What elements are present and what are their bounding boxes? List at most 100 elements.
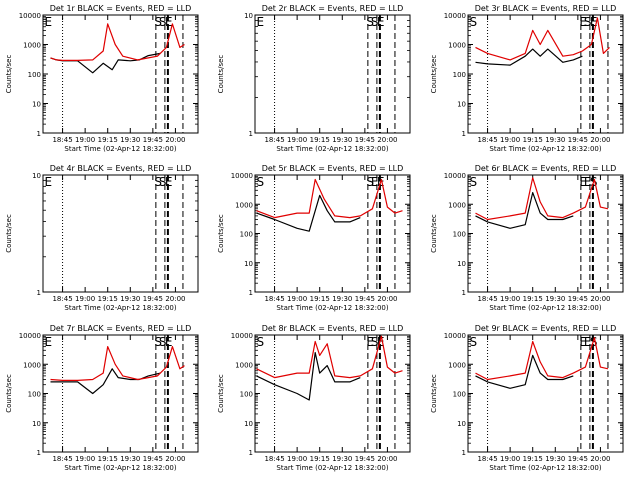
x-tick-label: 20:00 bbox=[377, 455, 397, 463]
y-tick-label: 10 bbox=[457, 420, 466, 428]
y-tick-label: 100 bbox=[453, 231, 466, 239]
y-tick-label: 1000 bbox=[448, 361, 466, 369]
marker-letter: E bbox=[257, 15, 265, 29]
marker-letter: S bbox=[159, 15, 167, 29]
marker-letter: E bbox=[579, 175, 587, 189]
y-tick-label: 10 bbox=[32, 172, 41, 180]
x-tick-label: 19:00 bbox=[500, 136, 520, 144]
panel-title: Det 9r BLACK = Events, RED = LLD bbox=[475, 324, 617, 333]
y-tick-label: 1 bbox=[37, 130, 41, 138]
x-axis-label: Start Time (02-Apr-12 18:32:00) bbox=[276, 464, 388, 472]
y-tick-label: 10 bbox=[457, 260, 466, 268]
marker-letter: E bbox=[45, 175, 53, 189]
x-axis-label: Start Time (02-Apr-12 18:32:00) bbox=[489, 145, 601, 153]
panel-title: Det 3r BLACK = Events, RED = LLD bbox=[475, 4, 617, 13]
x-tick-label: 18:45 bbox=[477, 136, 497, 144]
y-axis-label: Counts/sec bbox=[217, 55, 225, 94]
panel-title: Det 2r BLACK = Events, RED = LLD bbox=[262, 4, 404, 13]
x-tick-label: 19:45 bbox=[568, 136, 588, 144]
marker-letter: S bbox=[584, 15, 592, 29]
events-series-line bbox=[50, 368, 161, 395]
marker-letter: E bbox=[165, 15, 173, 29]
marker-letter: S bbox=[371, 15, 379, 29]
y-tick-label: 10000 bbox=[19, 332, 41, 340]
y-tick-label: 1000 bbox=[448, 42, 466, 50]
x-tick-label: 19:45 bbox=[143, 295, 163, 303]
x-tick-label: 19:00 bbox=[500, 455, 520, 463]
y-axis-label: Counts/sec bbox=[430, 214, 438, 253]
marker-letter: S bbox=[371, 335, 379, 349]
x-tick-label: 19:00 bbox=[287, 455, 307, 463]
x-tick-label: 19:00 bbox=[75, 455, 95, 463]
x-tick-label: 18:45 bbox=[52, 295, 72, 303]
y-tick-label: 100 bbox=[240, 391, 253, 399]
x-tick-label: 19:30 bbox=[332, 455, 352, 463]
x-tick-label: 18:45 bbox=[264, 455, 284, 463]
x-tick-label: 18:45 bbox=[477, 295, 497, 303]
x-tick-label: 19:30 bbox=[120, 136, 140, 144]
detector-panel: Det 4r BLACK = Events, RED = LLD Counts/s… bbox=[5, 164, 199, 312]
y-axis-label: Counts/sec bbox=[5, 55, 13, 94]
x-axis-label: Start Time (02-Apr-12 18:32:00) bbox=[276, 145, 388, 153]
x-tick-label: 20:00 bbox=[590, 455, 610, 463]
y-tick-label: 100 bbox=[453, 71, 466, 79]
marker-letter: E bbox=[377, 15, 385, 29]
y-axis-label: Counts/sec bbox=[217, 374, 225, 413]
marker-letter: S bbox=[366, 175, 374, 189]
y-tick-label: 1000 bbox=[23, 361, 41, 369]
lld-series-line bbox=[256, 335, 403, 379]
panel-title: Det 4r BLACK = Events, RED = LLD bbox=[50, 164, 192, 173]
y-tick-label: 1 bbox=[249, 289, 253, 297]
y-axis-label: Counts/sec bbox=[217, 214, 225, 253]
detector-panel: Det 2r BLACK = Events, RED = LLD Counts/s… bbox=[217, 4, 411, 153]
x-tick-label: 19:45 bbox=[355, 136, 375, 144]
y-tick-label: 10 bbox=[244, 420, 253, 428]
x-tick-label: 19:30 bbox=[120, 295, 140, 303]
x-tick-label: 19:15 bbox=[523, 295, 543, 303]
marker-letter: E bbox=[584, 335, 592, 349]
x-tick-label: 19:00 bbox=[287, 295, 307, 303]
detector-panel: Det 9r BLACK = Events, RED = LLD Counts/s… bbox=[430, 324, 624, 472]
y-tick-label: 100 bbox=[28, 71, 41, 79]
y-axis-label: Counts/sec bbox=[430, 374, 438, 413]
x-tick-label: 19:00 bbox=[75, 136, 95, 144]
x-tick-label: 19:45 bbox=[568, 295, 588, 303]
y-tick-label: 10 bbox=[457, 101, 466, 109]
detector-panel: Det 8r BLACK = Events, RED = LLD Counts/s… bbox=[217, 324, 411, 472]
panel-title: Det 5r BLACK = Events, RED = LLD bbox=[262, 164, 404, 173]
marker-letter: S bbox=[159, 175, 167, 189]
panel-title: Det 1r BLACK = Events, RED = LLD bbox=[50, 4, 192, 13]
x-tick-label: 19:00 bbox=[75, 295, 95, 303]
y-axis-label: Counts/sec bbox=[430, 55, 438, 94]
panel-title: Det 7r BLACK = Events, RED = LLD bbox=[50, 324, 192, 333]
x-tick-label: 19:15 bbox=[310, 455, 330, 463]
marker-letter: E bbox=[165, 175, 173, 189]
lld-series-line bbox=[256, 178, 403, 219]
y-tick-label: 1 bbox=[462, 289, 466, 297]
x-axis-label: Start Time (02-Apr-12 18:32:00) bbox=[489, 464, 601, 472]
detector-panel: Det 5r BLACK = Events, RED = LLD Counts/s… bbox=[217, 164, 411, 312]
plot-frame bbox=[254, 14, 411, 134]
events-series-line bbox=[475, 48, 583, 66]
x-tick-label: 20:00 bbox=[590, 136, 610, 144]
x-tick-label: 20:00 bbox=[165, 295, 185, 303]
events-series-line bbox=[475, 354, 574, 389]
x-tick-label: 19:45 bbox=[143, 136, 163, 144]
lld-series-line bbox=[50, 346, 185, 381]
y-tick-label: 100 bbox=[240, 231, 253, 239]
detector-panel: Det 3r BLACK = Events, RED = LLD Counts/s… bbox=[430, 4, 624, 153]
marker-letter: S bbox=[470, 175, 478, 189]
lld-series-line bbox=[50, 23, 185, 62]
x-tick-label: 20:00 bbox=[165, 455, 185, 463]
events-series-line bbox=[256, 194, 361, 232]
marker-letter: E bbox=[165, 335, 173, 349]
y-tick-label: 10000 bbox=[444, 172, 466, 180]
y-tick-label: 10 bbox=[244, 12, 253, 20]
y-tick-label: 1000 bbox=[23, 42, 41, 50]
detector-panel: Det 1r BLACK = Events, RED = LLD Counts/s… bbox=[5, 4, 199, 153]
panel-title: Det 6r BLACK = Events, RED = LLD bbox=[475, 164, 617, 173]
events-series-line bbox=[256, 352, 361, 401]
marker-letter: E bbox=[579, 335, 587, 349]
y-tick-label: 1 bbox=[249, 449, 253, 457]
